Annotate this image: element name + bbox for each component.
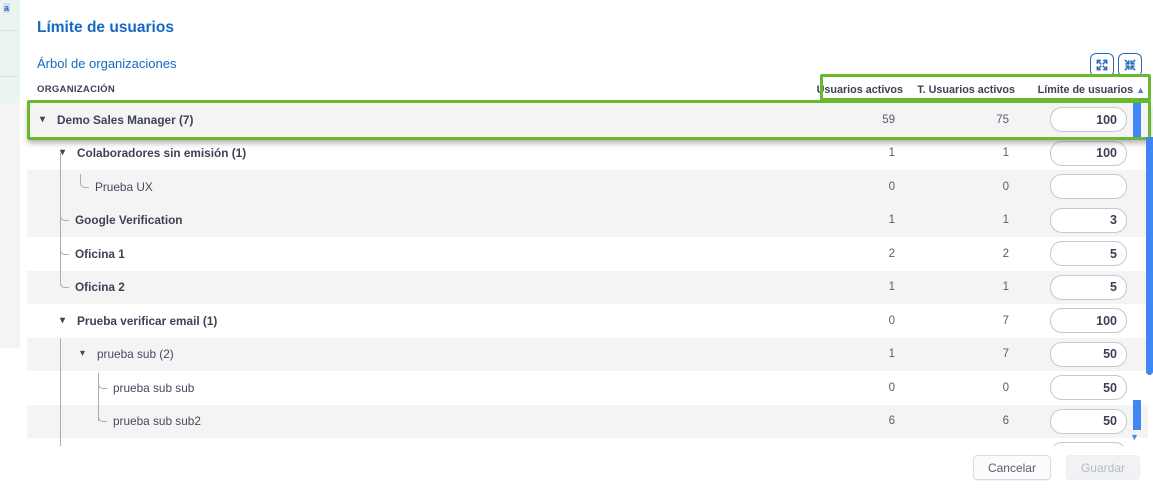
total-active-users-value: 75 — [996, 113, 1009, 126]
limit-input-partial[interactable] — [1050, 442, 1127, 446]
total-active-users-value: 1 — [1002, 214, 1009, 227]
tree-branch-icon — [98, 374, 107, 389]
organization-name: Google Verification — [75, 213, 183, 228]
table-row[interactable]: Oficina 2 1 1 — [27, 270, 1148, 304]
active-users-value: 1 — [888, 214, 895, 227]
total-active-users-value: 2 — [1002, 247, 1009, 260]
tree-branch-icon — [80, 173, 89, 188]
page-title: Límite de usuarios — [37, 19, 174, 36]
collapse-caret-icon[interactable]: ▾ — [60, 147, 66, 159]
strip-gray-segment — [0, 103, 20, 348]
column-header-limite-usuarios[interactable]: Límite de usuarios ▲ — [1037, 84, 1145, 96]
expand-all-button[interactable] — [1090, 53, 1114, 77]
table-row[interactable]: Prueba UX 0 0 — [27, 170, 1148, 204]
organization-name: Prueba UX — [95, 179, 153, 194]
collapse-caret-icon[interactable]: ▾ — [40, 113, 46, 125]
table-body: ▾ Demo Sales Manager (7) 59 75 ▾ Colabor… — [27, 103, 1148, 446]
total-active-users-value: 1 — [1002, 147, 1009, 160]
footer-actions: Cancelar Guardar — [972, 455, 1140, 480]
user-limit-input[interactable] — [1050, 174, 1127, 200]
table-row[interactable]: Google Verification 1 1 — [27, 203, 1148, 237]
collapse-all-button[interactable] — [1118, 53, 1142, 77]
column-header-usuarios-activos[interactable]: Usuarios activos — [816, 84, 903, 96]
strip-text-fragment: a — [3, 3, 11, 13]
expand-all-icon — [1095, 58, 1109, 72]
strip-mint-segment — [0, 0, 20, 103]
table-row[interactable]: prueba sub sub2 6 6 — [27, 404, 1148, 438]
tree-connector-line — [60, 338, 61, 446]
organization-name: Colaboradores sin emisión (1) — [77, 146, 247, 161]
user-limit-input[interactable] — [1050, 341, 1127, 367]
active-users-value: 59 — [882, 113, 895, 126]
user-limit-input[interactable] — [1050, 107, 1127, 133]
active-users-value: 0 — [888, 180, 895, 193]
active-users-value: 1 — [888, 147, 895, 160]
table-row[interactable]: ▾ Prueba verificar email (1) 0 7 — [27, 304, 1148, 338]
user-limit-input[interactable] — [1050, 274, 1127, 300]
table-row[interactable]: prueba sub sub 0 0 — [27, 371, 1148, 405]
collapse-caret-icon[interactable]: ▾ — [80, 348, 86, 360]
active-users-value: 0 — [888, 381, 895, 394]
total-active-users-value: 7 — [1002, 348, 1009, 361]
background-page-strip: a — [0, 0, 20, 500]
tree-connector-line — [98, 373, 99, 421]
scrollbar-thumb[interactable] — [1133, 103, 1141, 137]
organization-name: Oficina 1 — [75, 246, 125, 261]
column-header-organizacion: ORGANIZACIÓN — [37, 84, 116, 95]
table-row[interactable]: Oficina 1 2 2 — [27, 237, 1148, 271]
total-active-users-value: 7 — [1002, 314, 1009, 327]
table-row[interactable]: ▾ Colaboradores sin emisión (1) 1 1 — [27, 136, 1148, 170]
tree-branch-icon — [60, 274, 69, 289]
organization-name: prueba sub (2) — [97, 347, 174, 362]
total-active-users-value: 0 — [1002, 381, 1009, 394]
active-users-value: 0 — [888, 314, 895, 327]
organization-name: Prueba verificar email (1) — [77, 313, 218, 328]
user-limit-input[interactable] — [1050, 375, 1127, 401]
table-row-partial — [27, 438, 1148, 446]
organization-name: Demo Sales Manager (7) — [57, 112, 194, 127]
total-active-users-value: 1 — [1002, 281, 1009, 294]
active-users-value: 1 — [888, 348, 895, 361]
active-users-value: 6 — [888, 415, 895, 428]
strip-divider — [0, 76, 18, 77]
scrollbar-thumb[interactable] — [1133, 400, 1141, 430]
collapse-caret-icon[interactable]: ▾ — [60, 314, 66, 326]
collapse-all-icon — [1123, 58, 1137, 72]
user-limit-input[interactable] — [1050, 207, 1127, 233]
table-row[interactable]: ▾ prueba sub (2) 1 7 — [27, 337, 1148, 371]
tree-branch-icon — [60, 207, 69, 222]
user-limit-input[interactable] — [1050, 241, 1127, 267]
save-button[interactable]: Guardar — [1065, 455, 1140, 480]
column-header-t-usuarios-activos[interactable]: T. Usuarios activos — [917, 84, 1015, 96]
tree-connector-line — [60, 153, 61, 285]
table-row[interactable]: ▾ Demo Sales Manager (7) 59 75 — [27, 103, 1148, 137]
scroll-down-icon[interactable]: ▼ — [1130, 432, 1139, 442]
total-active-users-value: 6 — [1002, 415, 1009, 428]
user-limit-input[interactable] — [1050, 140, 1127, 166]
organization-name: prueba sub sub2 — [113, 414, 201, 429]
active-users-value: 2 — [888, 247, 895, 260]
tree-branch-icon — [98, 408, 107, 423]
total-active-users-value: 0 — [1002, 180, 1009, 193]
section-title: Árbol de organizaciones — [37, 56, 177, 71]
organization-name: prueba sub sub — [113, 380, 195, 395]
scrollbar-thumb[interactable] — [1146, 137, 1153, 375]
user-limit-input[interactable] — [1050, 408, 1127, 434]
organization-name: Oficina 2 — [75, 280, 125, 295]
cancel-button[interactable]: Cancelar — [972, 455, 1051, 480]
tree-branch-icon — [60, 240, 69, 255]
active-users-value: 1 — [888, 281, 895, 294]
sort-ascending-icon[interactable]: ▲ — [1136, 85, 1145, 95]
strip-divider — [0, 30, 18, 31]
user-limit-input[interactable] — [1050, 308, 1127, 334]
